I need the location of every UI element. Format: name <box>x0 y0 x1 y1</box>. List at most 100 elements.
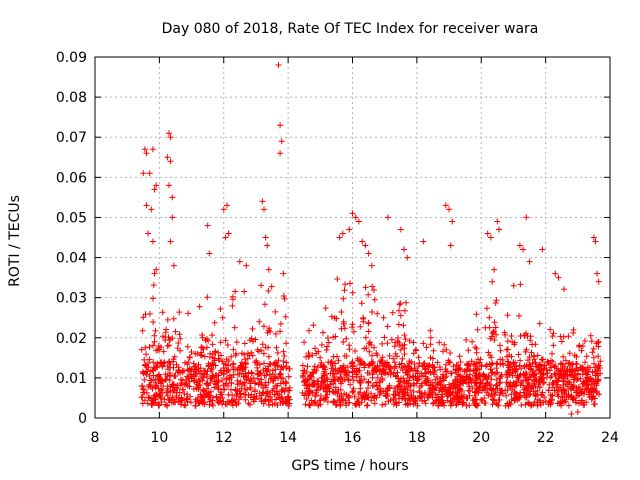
data-point <box>565 360 572 367</box>
data-point <box>237 366 244 373</box>
data-point <box>234 381 241 388</box>
data-point <box>473 401 479 408</box>
data-point <box>492 300 499 306</box>
data-point <box>341 376 348 383</box>
data-point <box>368 262 375 269</box>
data-point <box>141 356 148 363</box>
data-point <box>590 386 597 393</box>
data-point <box>427 369 434 375</box>
data-point <box>277 328 284 335</box>
data-point <box>191 373 198 380</box>
data-point <box>322 305 329 312</box>
data-point <box>399 393 406 400</box>
data-point <box>345 393 352 400</box>
data-point <box>268 283 275 290</box>
data-point <box>368 390 374 397</box>
y-tick-label: 0.02 <box>56 331 87 347</box>
data-point <box>592 238 599 245</box>
data-point <box>279 394 285 401</box>
data-point <box>224 342 231 348</box>
data-point <box>164 343 171 349</box>
data-point <box>140 386 147 392</box>
data-point <box>320 329 326 336</box>
data-point <box>158 399 165 405</box>
data-point <box>390 401 397 408</box>
data-point <box>549 392 556 399</box>
data-point <box>596 362 602 369</box>
data-point <box>236 258 243 265</box>
data-point <box>339 365 345 372</box>
data-point <box>274 349 281 356</box>
data-point <box>347 280 353 287</box>
data-point <box>265 353 272 360</box>
data-point <box>516 242 523 249</box>
data-point <box>522 348 529 355</box>
data-point <box>419 394 425 400</box>
data-point <box>534 352 541 359</box>
data-point <box>174 345 181 352</box>
data-point <box>421 397 428 404</box>
data-point <box>159 363 166 370</box>
data-point <box>170 364 177 371</box>
data-point <box>473 400 480 407</box>
data-point <box>311 400 318 407</box>
data-point <box>204 392 210 399</box>
data-point <box>306 327 312 334</box>
data-point <box>399 355 406 362</box>
data-point <box>403 380 410 387</box>
data-point <box>266 371 273 378</box>
data-point <box>473 389 480 396</box>
data-point <box>478 363 485 370</box>
data-point <box>256 318 263 325</box>
data-point <box>149 238 156 245</box>
data-point <box>566 350 573 357</box>
data-point <box>497 342 503 349</box>
data-point <box>432 391 439 398</box>
data-point <box>161 396 168 403</box>
data-point <box>320 378 327 385</box>
y-tick-label: 0.01 <box>56 371 87 387</box>
data-point <box>208 368 215 375</box>
data-point <box>139 382 146 389</box>
data-point <box>286 396 292 403</box>
data-point <box>388 336 395 343</box>
data-point <box>283 340 290 347</box>
data-point <box>153 182 160 189</box>
data-point <box>270 377 277 384</box>
data-point <box>277 380 284 387</box>
data-point <box>146 344 153 350</box>
data-point <box>169 194 176 201</box>
data-point <box>463 379 470 386</box>
data-point <box>399 367 406 374</box>
data-point <box>466 402 473 409</box>
data-point <box>568 411 575 417</box>
data-point <box>374 374 381 381</box>
data-point <box>410 339 417 346</box>
data-point <box>401 351 408 357</box>
data-point <box>203 385 210 392</box>
data-point <box>233 339 240 346</box>
data-point <box>313 367 320 374</box>
data-point <box>310 322 317 329</box>
data-point <box>502 387 509 394</box>
data-point <box>406 358 413 365</box>
data-point <box>401 246 407 253</box>
data-point <box>404 254 411 261</box>
data-point <box>358 399 365 406</box>
data-point <box>594 270 601 277</box>
data-point <box>245 392 252 399</box>
data-point <box>150 295 156 302</box>
data-point <box>371 400 378 407</box>
data-point <box>281 295 288 302</box>
data-point <box>182 381 189 388</box>
data-point <box>590 345 597 352</box>
data-point <box>529 341 536 348</box>
data-point <box>219 377 226 384</box>
data-point <box>357 323 364 330</box>
data-point <box>374 382 381 389</box>
data-point <box>350 377 357 384</box>
data-point <box>243 374 249 381</box>
data-point <box>317 384 324 391</box>
data-point <box>332 388 339 395</box>
data-point <box>312 393 319 400</box>
